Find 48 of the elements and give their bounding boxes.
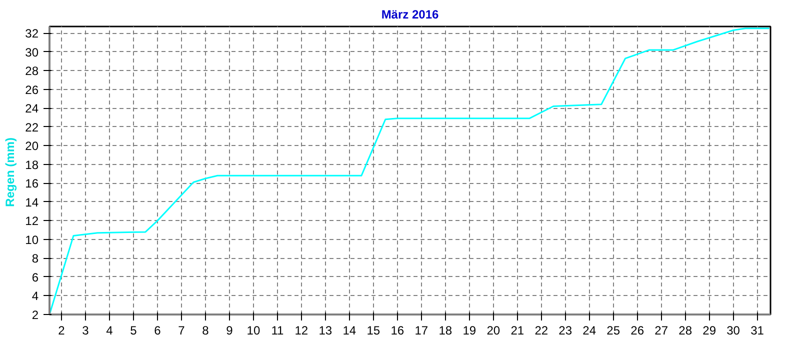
x-tick-label: 20: [486, 324, 500, 337]
x-tick-label: 30: [726, 324, 740, 337]
x-tick-label: 21: [510, 324, 524, 337]
y-tick-label: 8: [32, 252, 39, 266]
x-tick-label: 5: [130, 324, 138, 337]
x-tick-label: 4: [106, 324, 114, 337]
x-tick-label: 12: [294, 324, 308, 337]
x-tick-label: 8: [202, 324, 210, 337]
x-tick-label: 16: [390, 324, 404, 337]
x-tick-label: 15: [366, 324, 380, 337]
y-tick-label: 12: [25, 214, 39, 228]
y-tick-label: 28: [25, 64, 39, 78]
y-tick-label: 20: [25, 139, 39, 154]
y-tick-label: 18: [25, 158, 39, 172]
x-tick-label: 19: [462, 324, 476, 337]
x-tick-label: 31: [750, 324, 764, 337]
x-tick-label: 14: [342, 324, 356, 337]
y-tick-label: 10: [25, 232, 39, 247]
y-tick-label: 6: [32, 270, 39, 284]
y-tick-label: 22: [25, 120, 39, 134]
y-tick-label: 14: [25, 195, 39, 210]
x-tick-label: 25: [606, 324, 620, 337]
chart-title: März 2016: [381, 8, 440, 22]
y-axis-title: Regen (mm): [3, 137, 18, 207]
x-tick-label: 9: [226, 324, 234, 337]
x-tick-label: 6: [154, 324, 162, 337]
x-tick-label: 27: [654, 324, 668, 337]
x-tick-label: 17: [414, 324, 428, 337]
x-tick-label: 24: [582, 324, 596, 337]
y-tick-label: 16: [25, 176, 39, 191]
x-tick-label: 26: [630, 324, 644, 337]
y-tick-label: 26: [25, 82, 39, 97]
y-tick-label: 4: [32, 289, 39, 304]
x-tick-label: 2: [58, 324, 66, 337]
x-tick-label: 28: [678, 324, 692, 337]
y-tick-label: 30: [25, 45, 39, 60]
x-tick-label: 29: [702, 324, 716, 337]
y-tick-label: 32: [25, 26, 39, 41]
x-tick-label: 3: [82, 324, 90, 337]
x-tick-label: 23: [558, 324, 572, 337]
x-tick-label: 18: [438, 324, 452, 337]
y-tick-label: 24: [25, 102, 39, 116]
x-tick-label: 11: [271, 324, 284, 337]
x-tick-label: 13: [318, 324, 332, 337]
y-tick-label: 2: [32, 308, 39, 322]
x-tick-label: 22: [534, 324, 548, 337]
x-tick-label: 7: [178, 324, 186, 337]
x-tick-label: 10: [246, 324, 260, 337]
